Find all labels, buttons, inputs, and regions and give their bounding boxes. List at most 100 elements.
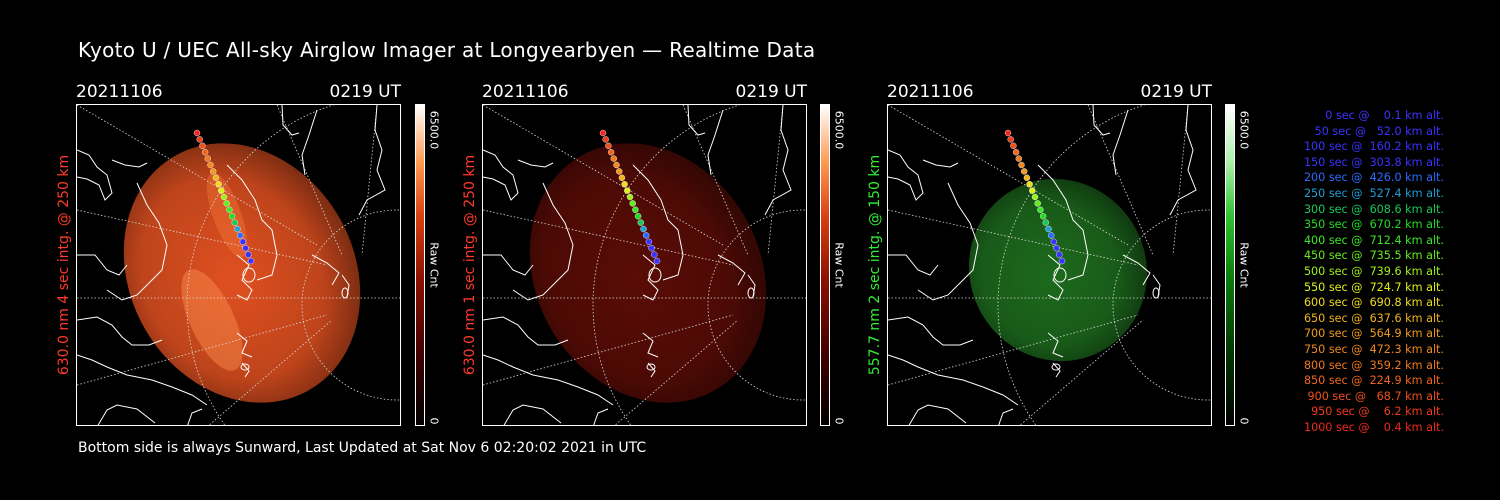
panel-2-date: 20211106: [482, 82, 569, 102]
trajectory-point: [247, 257, 255, 265]
coastline: [764, 105, 792, 216]
coastline: [311, 254, 340, 286]
coastline: [1047, 332, 1064, 358]
trajectory-point: [651, 251, 658, 258]
meridian-line: [614, 319, 739, 425]
trajectory-point: [242, 244, 249, 252]
coastline: [111, 159, 148, 168]
coastline: [1112, 109, 1129, 176]
trajectory-point: [645, 238, 653, 246]
trajectory-point: [607, 149, 615, 156]
coastline: [226, 164, 278, 281]
trajectory-point: [599, 129, 607, 137]
coastline: [888, 254, 939, 276]
coastline: [97, 404, 156, 425]
trajectory-point: [209, 168, 217, 175]
latitude-circle: [301, 209, 400, 401]
coastline: [642, 332, 659, 358]
aurora-band: [181, 269, 243, 371]
trajectory-point: [1042, 219, 1050, 226]
coastline: [483, 149, 519, 201]
coastline: [687, 105, 706, 136]
legend-entry: 600 sec @ 690.8 km alt.: [1303, 296, 1444, 310]
island: [646, 363, 656, 371]
legend-entry: 750 sec @ 472.3 km alt.: [1303, 342, 1444, 356]
latitude-circle: [707, 209, 806, 401]
island: [341, 287, 349, 299]
coastline: [106, 182, 168, 301]
panel-2-colorbar: [820, 104, 830, 426]
island: [1053, 267, 1067, 283]
coastline: [358, 105, 386, 216]
trajectory-point: [239, 238, 247, 246]
trajectory-point: [1045, 225, 1052, 233]
trajectory-point: [1056, 251, 1063, 258]
trajectory-point: [632, 206, 639, 214]
island: [648, 267, 662, 283]
trajectory-point: [204, 155, 212, 162]
panel-3-ylabel: 557.7 nm 2 sec intg. @ 150 km: [867, 154, 883, 376]
emission-disk: [529, 143, 767, 403]
trajectory-point: [1015, 155, 1023, 162]
trajectory-point: [201, 149, 209, 156]
trajectory-point: [610, 155, 618, 162]
coastline: [1122, 254, 1151, 286]
coastline: [888, 354, 1019, 406]
coastline: [512, 182, 574, 301]
all-sky-map: [77, 105, 400, 425]
trajectory-point: [1053, 244, 1060, 252]
coastline: [1092, 105, 1111, 136]
meridian-line: [888, 314, 1139, 386]
trajectory-point: [1034, 200, 1041, 207]
trajectory-point: [234, 225, 241, 233]
panel-3-colorbar: [1225, 104, 1235, 426]
meridian-line: [1019, 319, 1144, 425]
trajectory-point: [231, 219, 239, 226]
trajectory-point: [228, 212, 236, 220]
meridian-line: [888, 209, 1139, 266]
panel-3-colorbar-unit: Raw Cnt: [1237, 242, 1251, 288]
footer-note: Bottom side is always Sunward, Last Upda…: [78, 440, 647, 456]
coastline: [647, 362, 656, 378]
coastline: [1037, 164, 1089, 281]
trajectory-point: [1012, 149, 1020, 156]
coastline: [77, 149, 113, 201]
trajectory-point: [648, 244, 655, 252]
coastline: [1169, 105, 1197, 216]
panel-3-colorbar-max: 6500.0: [1237, 110, 1251, 150]
trajectory-point: [1020, 168, 1028, 175]
coastline: [236, 254, 253, 301]
trajectory-point: [1029, 187, 1036, 194]
trajectory-point: [1047, 232, 1055, 239]
panel-3-image: [887, 104, 1212, 426]
coastline: [483, 316, 569, 346]
coastline: [77, 316, 163, 346]
island: [240, 363, 250, 371]
coastline: [236, 332, 253, 358]
trajectory-legend: 0 sec @ 0.1 km alt. 50 sec @ 52.0 km alt.…: [1262, 108, 1444, 435]
coastline: [77, 254, 128, 276]
island: [1152, 287, 1160, 299]
coastline: [187, 408, 203, 425]
trajectory-point: [220, 193, 228, 201]
trajectory-point: [226, 206, 233, 214]
panel-1-ylabel: 630.0 nm 4 sec intg. @ 250 km: [56, 154, 72, 376]
trajectory-point: [1018, 161, 1025, 169]
latitude-circle: [997, 105, 1146, 425]
trajectory-point: [218, 187, 225, 194]
trajectory-point: [1050, 238, 1058, 246]
legend-entry: 50 sec @ 52.0 km alt.: [1314, 124, 1444, 138]
legend-entry: 200 sec @ 426.0 km alt.: [1303, 171, 1444, 185]
trajectory-point: [653, 257, 661, 265]
coastline: [632, 164, 684, 281]
trajectory-point: [196, 136, 203, 143]
latitude-circle: [1112, 209, 1211, 401]
legend-entry: 900 sec @ 68.7 km alt.: [1307, 389, 1445, 403]
coastline: [503, 404, 562, 425]
trajectory-point: [613, 161, 620, 169]
legend-entry: 700 sec @ 564.9 km alt.: [1303, 327, 1444, 341]
meridian-line: [483, 209, 734, 266]
coastline: [281, 105, 300, 136]
panel-3-time: 0219 UT: [1140, 82, 1213, 102]
meridian-line: [483, 105, 724, 246]
